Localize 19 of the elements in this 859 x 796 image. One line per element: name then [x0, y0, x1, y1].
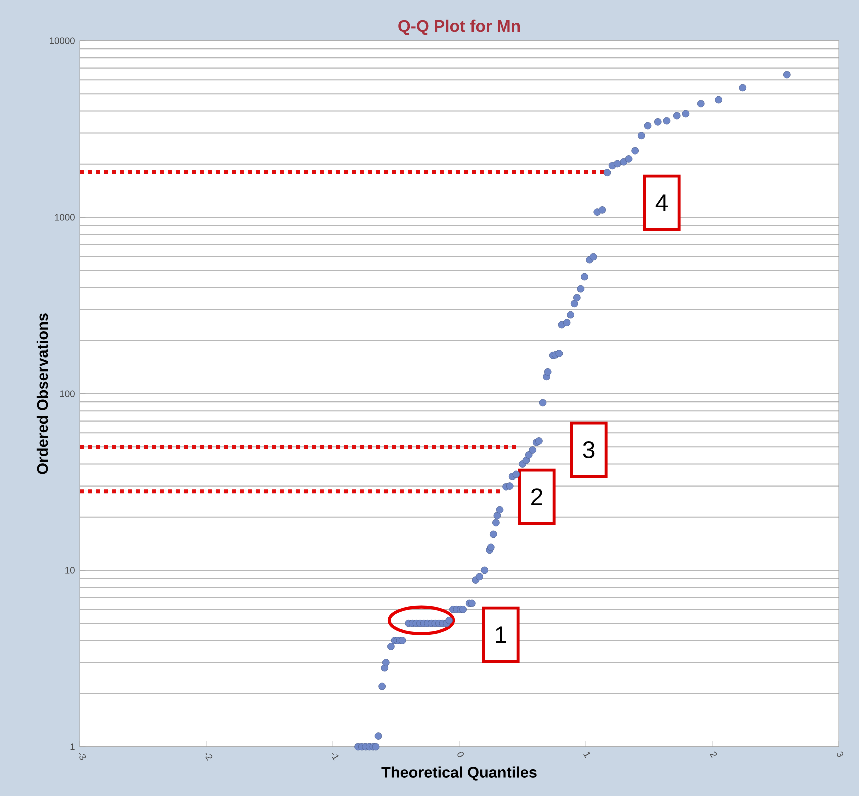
annotation: 1	[496, 626, 506, 644]
x-tick-label: 3	[837, 752, 844, 758]
y-tick-label: 1000	[55, 214, 75, 221]
x-tick-label: -3	[79, 752, 86, 760]
chart-title: Q-Q Plot for Mn	[398, 20, 520, 36]
x-tick-label: 0	[458, 752, 464, 758]
y-tick-label: 1	[70, 744, 75, 750]
y-tick-label: 10	[66, 567, 75, 574]
y-tick-label: 10000	[50, 38, 75, 44]
annotation: 2	[532, 488, 542, 506]
x-tick-label: -1	[332, 752, 339, 761]
x-tick-label: 1	[584, 752, 590, 758]
x-tick-label: -2	[206, 752, 213, 761]
annotation: 4	[656, 194, 668, 212]
y-tick-label: 100	[60, 390, 75, 398]
x-axis-title: Theoretical Quantiles	[382, 766, 537, 781]
x-tick-label: 2	[710, 752, 718, 758]
y-axis-title: Ordered Observations	[36, 314, 48, 474]
annotation: 3	[583, 441, 595, 458]
